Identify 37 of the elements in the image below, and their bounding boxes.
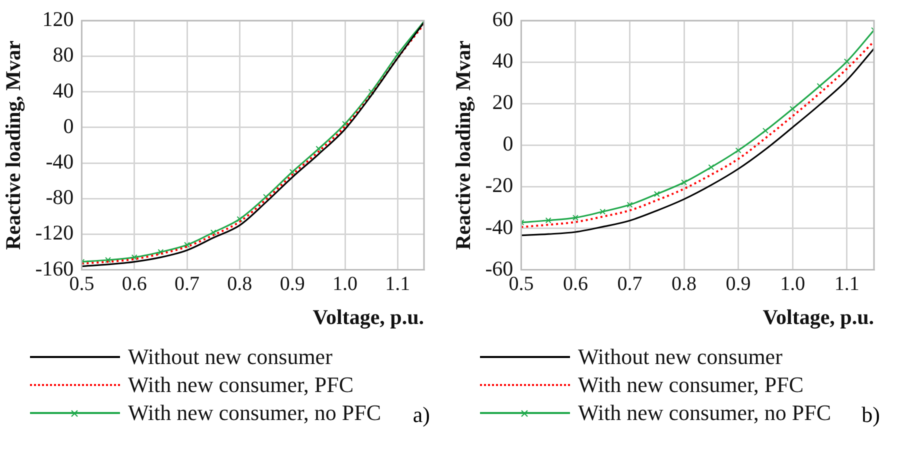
y-tick-label: 0 (502, 132, 514, 156)
y-tick-label: 40 (52, 78, 74, 102)
y-tick-label: -40 (485, 214, 514, 239)
text: b) (862, 402, 880, 428)
x-axis-title: Voltage, p.u. (762, 304, 874, 329)
x-tick-label: 0.8 (672, 273, 697, 296)
x-tick-label: 0.6 (562, 273, 588, 296)
legend-label: With new consumer, PFC (578, 371, 804, 399)
y-tick-label: 40 (492, 48, 514, 73)
x-tick-label: 1.0 (332, 273, 358, 296)
y-tick-label: 20 (492, 90, 514, 114)
y-tick-label: -120 (35, 220, 74, 245)
legend-label: Without new consumer (128, 343, 332, 371)
x-tick-label: 0.7 (174, 273, 200, 296)
y-tick-label: 60 (492, 7, 514, 32)
text: a) (412, 402, 430, 428)
x-tick-label: 0.6 (122, 273, 147, 296)
y-tick-label: -40 (46, 150, 74, 174)
x-tick-label: 0.9 (726, 273, 751, 296)
y-axis-title: Reactive loading, Mvar (451, 40, 476, 250)
legend-label: Without new consumer (578, 343, 782, 371)
y-axis-title: Reactive loading, Mvar (1, 40, 26, 250)
legend-label: With new consumer, PFC (128, 371, 354, 399)
x-tick-label: 1.1 (834, 273, 860, 296)
x-tick-label: 0.7 (617, 273, 642, 296)
x-tick-label: 1.0 (780, 273, 806, 296)
y-tick-label: 0 (63, 114, 74, 138)
y-tick-label: -20 (485, 173, 514, 198)
x-tick-label: 0.9 (280, 273, 305, 296)
y-tick-label: -80 (46, 185, 74, 210)
y-tick-label: 80 (52, 42, 74, 67)
legend-label: With new consumer, no PFC (128, 399, 382, 427)
x-tick-label: 1.1 (385, 273, 410, 296)
y-tick-label: 120 (42, 7, 74, 32)
legend-label: With new consumer, no PFC (578, 399, 832, 427)
x-tick-label: 0.8 (227, 273, 252, 296)
x-axis-title: Voltage, p.u. (312, 304, 424, 329)
